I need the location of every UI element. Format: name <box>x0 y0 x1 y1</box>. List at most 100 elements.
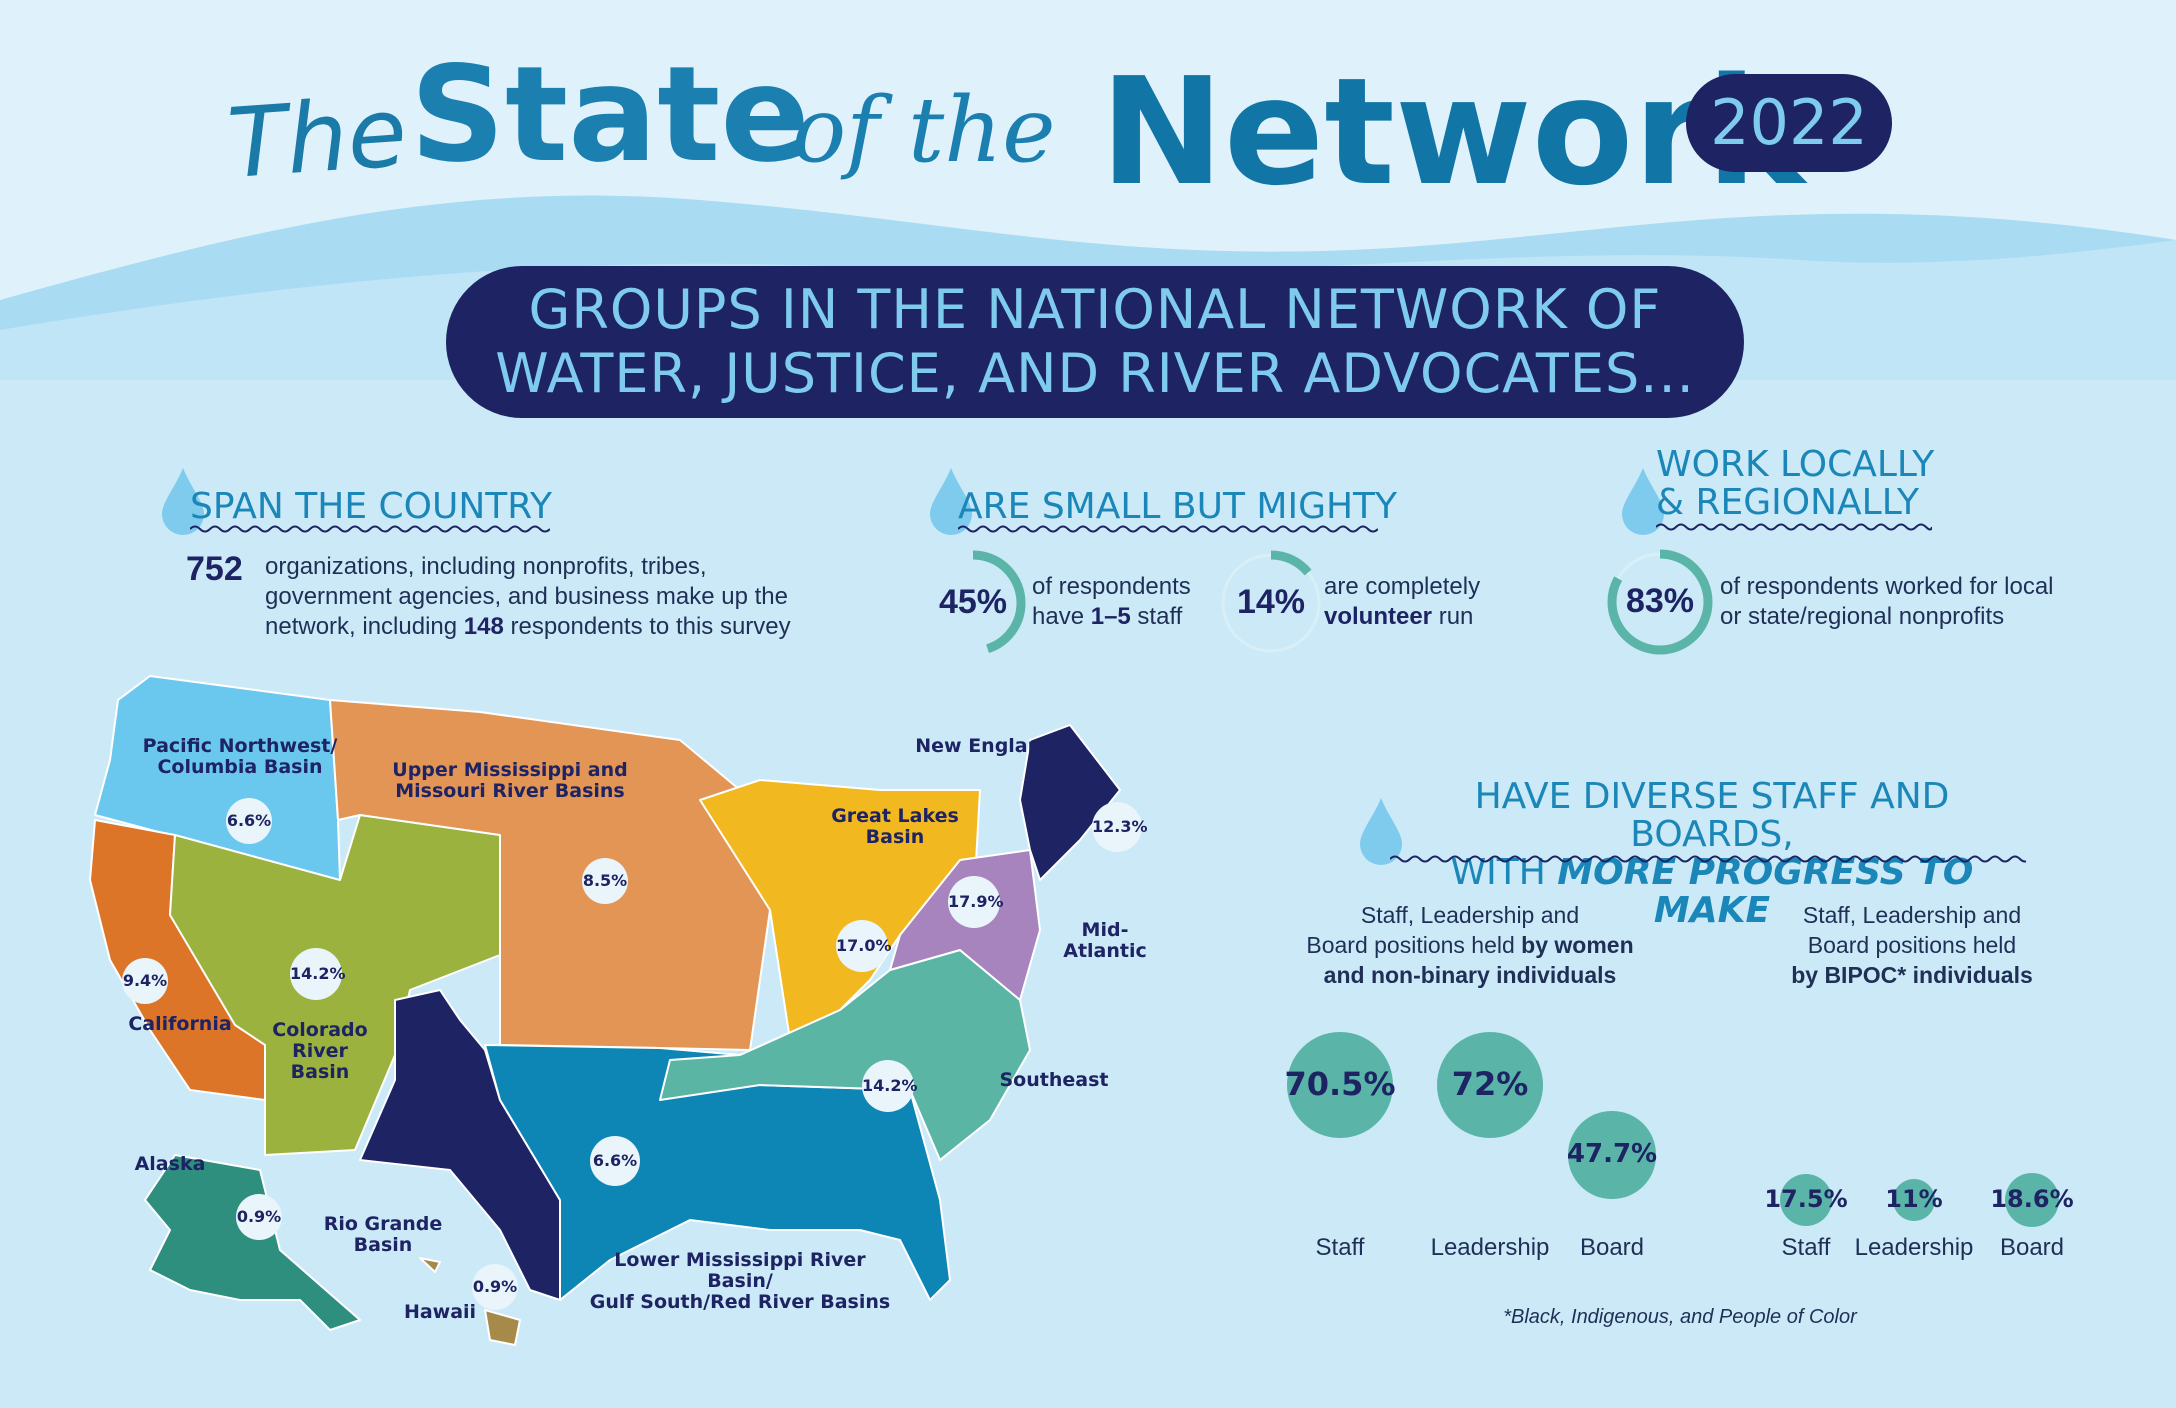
label-lower-miss-1: Lower Mississippi River Basin/ <box>614 1249 866 1292</box>
label-mid-atlantic: Mid-Atlantic <box>1063 919 1147 962</box>
region-hawaii <box>484 1309 521 1346</box>
small-title: ARE SMALL BUT MIGHTY <box>958 486 1398 527</box>
label-upper-miss: Upper Mississippi and Missouri River Bas… <box>390 760 630 802</box>
span-line-3-post: respondents to this survey <box>503 613 791 640</box>
org-count: 752 <box>186 550 243 588</box>
pct-southeast: 14.2% <box>862 1060 918 1112</box>
bipoc-value-board: 18.6% <box>1990 1185 2074 1214</box>
diverse-title-line-1: HAVE DIVERSE STAFF AND BOARDS, <box>1474 776 1950 855</box>
pct-upper-miss: 8.5% <box>582 858 628 904</box>
span-title: SPAN THE COUNTRY <box>190 486 552 527</box>
bipoc-category-staff: Staff <box>1781 1234 1831 1261</box>
title-of-the: of the <box>792 78 1056 183</box>
women-value-leadership: 72% <box>1451 1065 1529 1104</box>
wavy-underline <box>190 525 550 533</box>
bipoc-heading: Staff, Leadership and Board positions he… <box>1712 900 2112 990</box>
label-colorado: Colorado River Basin <box>260 1020 380 1083</box>
year-text: 2022 <box>1710 86 1868 159</box>
bipoc-bubble-leadership <box>1893 1179 1935 1221</box>
label-rio-grande-1: Rio Grande <box>323 1213 443 1235</box>
ring-14-value: 14% <box>1236 583 1306 621</box>
women-heading: Staff, Leadership and Board positions he… <box>1270 900 1670 990</box>
pct-hawaii: 0.9% <box>472 1264 518 1310</box>
headline-line-1: GROUPS IN THE NATIONAL NETWORK OF <box>528 278 1662 341</box>
women-bubble-staff <box>1287 1032 1393 1138</box>
label-great-lakes-2: Basin <box>865 826 925 848</box>
label-colorado-1: Colorado <box>272 1019 368 1041</box>
footnote: *Black, Indigenous, and People of Color <box>1503 1306 1857 1328</box>
label-lower-miss: Lower Mississippi River Basin/ Gulf Sout… <box>580 1250 900 1313</box>
women-head-3: and non-binary individuals <box>1270 960 1670 990</box>
women-value-staff: 70.5% <box>1284 1065 1396 1104</box>
span-line-3-pre: network, including <box>265 613 464 640</box>
respondent-count: 148 <box>463 613 504 640</box>
region-new-england <box>1019 724 1121 881</box>
headline-text: GROUPS IN THE NATIONAL NETWORK OF WATER,… <box>446 278 1744 406</box>
stat1-line-2: have 1–5 staff <box>1032 602 1232 632</box>
women-head-3-bold: and non-binary individuals <box>1323 962 1617 988</box>
ring-83-value: 83% <box>1625 582 1695 620</box>
women-value-board: 47.7% <box>1566 1138 1658 1169</box>
stat1-bold: 1–5 <box>1090 603 1131 630</box>
local-line-1: of respondents worked for local <box>1720 573 2054 600</box>
stat1-pre: have <box>1032 603 1091 630</box>
headline-banner <box>446 266 1744 418</box>
us-map <box>89 675 1121 1346</box>
bipoc-head-3-bold: by BIPOC* individuals <box>1791 962 2033 988</box>
bipoc-head-1: Staff, Leadership and <box>1802 902 2022 928</box>
ring-45 <box>920 550 1026 656</box>
label-pnw-2: Columbia Basin <box>157 756 323 778</box>
stat1-post: staff <box>1130 603 1183 630</box>
local-line-2: or state/regional nonprofits <box>1720 603 2005 630</box>
label-alaska: Alaska <box>134 1153 206 1175</box>
local-text: of respondents worked for local or state… <box>1720 572 2080 632</box>
stat2-post: run <box>1432 603 1474 630</box>
women-head-1: Staff, Leadership and <box>1360 902 1580 928</box>
label-new-england: New England <box>915 735 1055 757</box>
bipoc-head-3: by BIPOC* individuals <box>1712 960 2112 990</box>
women-bubble-leadership <box>1436 1031 1544 1139</box>
diverse-title: HAVE DIVERSE STAFF AND BOARDS, WITH MORE… <box>1392 778 2032 930</box>
water-drop-icon <box>1622 468 1664 535</box>
water-drop-icon <box>162 468 204 535</box>
span-line-2: government agencies, and business make u… <box>265 583 788 610</box>
label-hawaii: Hawaii <box>403 1301 477 1323</box>
wavy-underline <box>958 525 1378 533</box>
region-alaska <box>144 1154 361 1331</box>
wavy-underline <box>1390 855 2026 863</box>
stat2-bold: volunteer <box>1324 603 1433 630</box>
headline-line-2: WATER, JUSTICE, AND RIVER ADVOCATES... <box>495 342 1695 405</box>
label-rio-grande: Rio Grande Basin <box>318 1214 448 1256</box>
stat2-line-1: are completely <box>1324 573 1481 600</box>
pct-new-england: 12.3% <box>1092 802 1148 852</box>
bipoc-bubble-board <box>2004 1172 2060 1228</box>
water-drop-icon <box>1360 798 1402 865</box>
ring-45-value: 45% <box>938 583 1008 621</box>
women-category-board: Board <box>1579 1234 1645 1261</box>
label-colorado-2: River Basin <box>290 1040 350 1083</box>
label-southeast: Southeast <box>999 1069 1109 1091</box>
women-bubble-board <box>1568 1111 1656 1199</box>
bipoc-bubble-staff <box>1779 1173 1833 1227</box>
women-head-2-pre: Board positions held <box>1306 932 1522 958</box>
bipoc-category-leadership: Leadership <box>1854 1234 1974 1261</box>
stat2-line-2: volunteer run <box>1324 602 1524 632</box>
label-rio-grande-2: Basin <box>353 1234 413 1256</box>
pct-colorado: 14.2% <box>290 948 346 1000</box>
women-category-leadership: Leadership <box>1430 1234 1550 1261</box>
year-badge: 2022 <box>1686 74 1892 172</box>
wavy-underline <box>1656 523 1932 531</box>
women-category-staff: Staff <box>1315 1234 1365 1261</box>
women-head-2: Board positions held by women <box>1270 930 1670 960</box>
pct-lower-miss: 6.6% <box>590 1136 640 1186</box>
local-title: WORK LOCALLY & REGIONALLY <box>1656 446 1934 522</box>
stat1-line-1: of respondents <box>1032 573 1191 600</box>
region-hawaii-isle <box>419 1257 441 1273</box>
label-pnw-1: Pacific Northwest/ <box>142 735 338 757</box>
label-california: California <box>128 1013 232 1035</box>
bipoc-value-staff: 17.5% <box>1764 1185 1848 1214</box>
label-great-lakes: Great Lakes Basin <box>830 806 960 848</box>
stat2-text: are completely volunteer run <box>1324 572 1524 632</box>
span-description: organizations, including nonprofits, tri… <box>265 552 825 642</box>
bipoc-head-2: Board positions held <box>1807 932 2017 958</box>
